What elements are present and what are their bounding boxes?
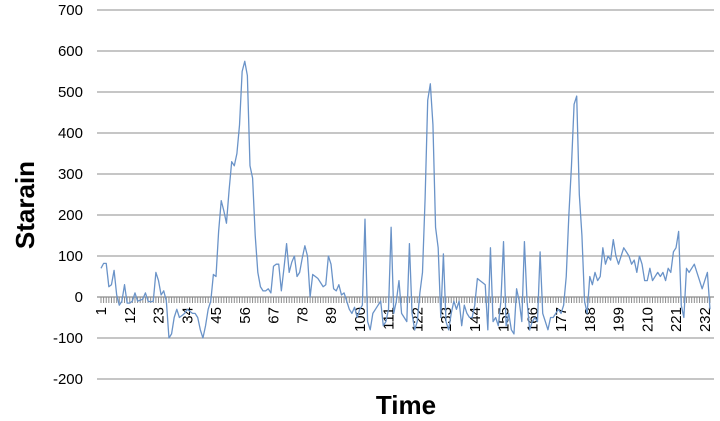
series-line	[100, 60, 711, 339]
x-tick-label: 100	[352, 307, 369, 332]
y-tick-label: 700	[58, 2, 83, 19]
x-tick-label: 232	[697, 307, 714, 332]
x-tick-label: 56	[237, 307, 254, 324]
x-tick-label: 188	[582, 307, 599, 332]
x-tick-label: 23	[151, 307, 168, 324]
y-tick-label: 100	[58, 248, 83, 265]
y-tick-labels: -200 -100 0 100 200 300 400 500 600 700	[53, 2, 83, 388]
y-tick-label: 500	[58, 84, 83, 101]
x-tick-label: 166	[524, 307, 541, 332]
x-axis	[97, 296, 714, 303]
x-tick-label: 199	[611, 307, 628, 332]
x-tick-label: 78	[294, 307, 311, 324]
x-tick-label: 67	[266, 307, 283, 324]
y-axis-title: Starain	[10, 161, 40, 249]
y-tick-label: 0	[75, 289, 83, 306]
x-tick-labels: 1 12 23 34 45 56 67 78 89 100 111 122 133 144 155 166 17…	[93, 307, 714, 332]
x-tick-label: 12	[122, 307, 139, 324]
y-tick-label: 600	[58, 43, 83, 60]
x-tick-label: 45	[208, 307, 225, 324]
x-axis-title: Time	[376, 390, 436, 420]
x-tick-label: 144	[467, 307, 484, 332]
y-tick-label: -200	[53, 371, 83, 388]
x-tick-label: 34	[179, 307, 196, 324]
y-gridlines	[97, 9, 714, 380]
y-tick-label: 400	[58, 125, 83, 142]
y-tick-label: 300	[58, 166, 83, 183]
x-tick-label: 210	[639, 307, 656, 332]
y-tick-label: 200	[58, 207, 83, 224]
x-tick-label: 89	[323, 307, 340, 324]
y-tick-label: -100	[53, 330, 83, 347]
x-tick-label: 177	[553, 307, 570, 332]
x-tick-label: 1	[93, 307, 110, 315]
x-tick-label: 221	[668, 307, 685, 332]
